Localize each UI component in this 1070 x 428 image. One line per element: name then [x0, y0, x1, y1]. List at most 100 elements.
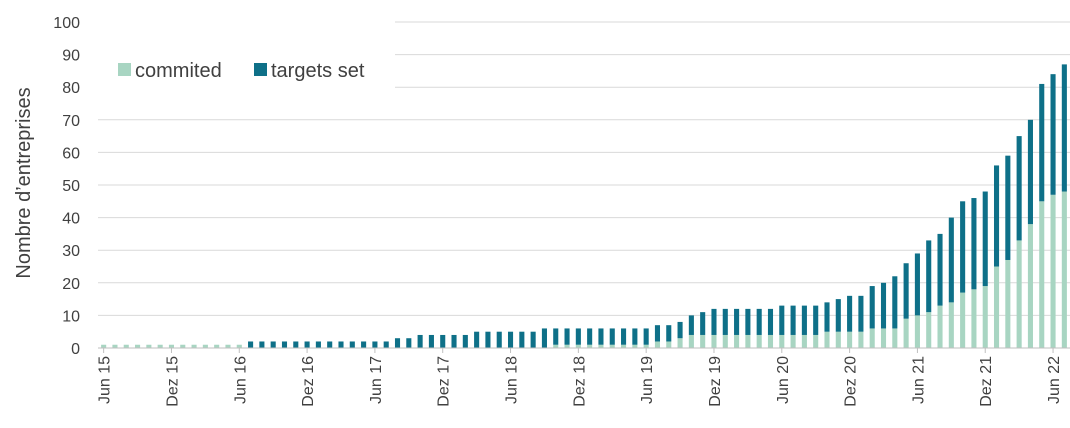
bar-commited	[960, 292, 966, 348]
bar-commited	[621, 344, 627, 348]
bar-commited	[948, 302, 954, 348]
bar-commited	[632, 344, 638, 348]
bar-commited	[813, 334, 819, 348]
gridlines	[98, 21, 1070, 316]
bar-commited	[564, 344, 570, 348]
bar-targets-set	[361, 341, 367, 348]
bar-targets-set	[1027, 119, 1033, 225]
bar-commited	[191, 344, 197, 348]
bar-commited	[1027, 224, 1033, 348]
bar-commited	[598, 344, 604, 348]
x-tick-label: Jun 22	[1046, 356, 1063, 404]
bar-targets-set	[496, 331, 502, 348]
bar-targets-set	[711, 308, 717, 335]
bar-commited	[654, 341, 661, 348]
y-tick-label: 60	[62, 145, 80, 162]
x-tick-label: Jun 15	[97, 356, 114, 404]
bar-commited	[982, 286, 988, 348]
bar-targets-set	[1061, 64, 1067, 192]
bar-targets-set	[519, 331, 525, 348]
bar-targets-set	[643, 328, 649, 345]
bar-targets-set	[553, 328, 559, 345]
bar-targets-set	[293, 341, 299, 348]
bar-commited	[745, 334, 751, 348]
bar-targets-set	[700, 312, 706, 335]
bar-commited	[801, 334, 807, 348]
bar-targets-set	[835, 299, 841, 332]
bar-commited	[587, 344, 593, 348]
bar-commited	[835, 331, 841, 348]
bar-targets-set	[451, 334, 457, 348]
bar-targets-set	[982, 191, 988, 287]
bar-targets-set	[564, 328, 570, 345]
bar-targets-set	[315, 341, 321, 348]
y-tick-label: 20	[62, 276, 80, 293]
bar-targets-set	[575, 328, 581, 345]
bar-commited	[1039, 201, 1045, 348]
bar-targets-set	[327, 341, 333, 348]
legend: commited targets set	[118, 60, 365, 82]
bar-commited	[236, 344, 242, 348]
bar-targets-set	[383, 341, 389, 348]
bar-targets-set	[756, 308, 762, 335]
bar-commited	[180, 344, 186, 348]
x-tick-label: Dez 15	[164, 356, 181, 407]
x-tick-label: Dez 16	[300, 356, 317, 407]
bar-commited	[869, 328, 875, 348]
bar-targets-set	[801, 305, 807, 335]
bar-commited	[903, 318, 909, 348]
bar-targets-set	[417, 334, 423, 348]
y-tick-label: 40	[62, 211, 80, 228]
bar-targets-set	[654, 325, 661, 342]
y-tick-label: 100	[53, 15, 80, 32]
bar-commited	[824, 331, 830, 348]
legend-label-commited: commited	[135, 60, 222, 82]
bar-commited	[847, 331, 853, 348]
bar-commited	[688, 334, 694, 348]
bar-commited	[1050, 194, 1056, 348]
bar-targets-set	[541, 328, 547, 348]
bar-commited	[711, 334, 717, 348]
y-tick-label: 50	[62, 178, 80, 195]
x-tick-label: Jun 16	[232, 356, 249, 404]
bar-targets-set	[779, 305, 785, 335]
bar-commited	[146, 344, 152, 348]
bar-targets-set	[349, 341, 355, 348]
bar-commited	[123, 344, 129, 348]
bar-commited	[135, 344, 141, 348]
bar-commited	[926, 312, 932, 348]
bar-targets-set	[609, 328, 615, 345]
x-tick-label: Jun 20	[775, 356, 792, 404]
x-tick-label: Dez 19	[707, 356, 724, 407]
bar-targets-set	[993, 165, 1000, 267]
y-tick-label: 80	[62, 80, 80, 97]
bar-targets-set	[722, 308, 728, 335]
x-axis-ticks: Jun 15 Dez 15 Jun 16 Dez 16 Jun 17 Dez 17 Jun …	[97, 348, 1063, 407]
bar-commited	[880, 328, 887, 348]
bar-commited	[767, 334, 774, 348]
bar-targets-set	[1016, 136, 1022, 241]
bar-commited	[101, 344, 107, 348]
bar-commited	[858, 331, 864, 348]
bar-commited	[677, 338, 683, 348]
y-tick-label: 90	[62, 48, 80, 65]
bar-targets-set	[688, 315, 694, 335]
bar-commited	[225, 344, 231, 348]
bar-commited	[779, 334, 785, 348]
bar-targets-set	[338, 341, 344, 348]
bar-targets-set	[406, 338, 412, 348]
x-tick-label: Jun 18	[504, 356, 521, 404]
bar-targets-set	[621, 328, 627, 345]
x-tick-label: Jun 21	[910, 356, 927, 404]
bar-commited	[700, 334, 706, 348]
x-tick-label: Dez 18	[571, 356, 588, 407]
bar-targets-set	[474, 331, 480, 348]
y-axis-ticks: 0 10 20 30 40 50 60 70 80 90 100	[53, 15, 80, 358]
bar-targets-set	[530, 331, 536, 348]
bar-commited	[1061, 191, 1067, 348]
bar-targets-set	[462, 334, 468, 348]
bar-targets-set	[248, 341, 254, 348]
bar-commited	[157, 344, 163, 348]
y-tick-label: 10	[62, 308, 80, 325]
bar-targets-set	[1005, 155, 1011, 260]
